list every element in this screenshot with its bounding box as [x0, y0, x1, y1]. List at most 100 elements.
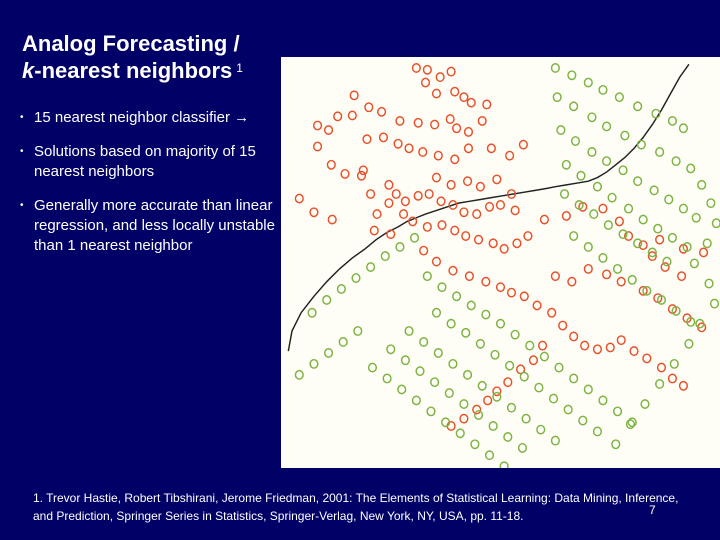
green-point [353, 326, 363, 336]
red-point [418, 147, 428, 157]
red-point [422, 221, 432, 232]
green-point [603, 220, 613, 230]
red-point [369, 225, 379, 236]
red-point [459, 413, 469, 424]
red-point [482, 99, 492, 110]
red-point [356, 170, 367, 181]
green-point [519, 371, 529, 382]
green-point [470, 439, 480, 450]
green-point [649, 185, 659, 196]
green-point [473, 410, 484, 420]
red-point [580, 340, 590, 351]
red-point [420, 77, 431, 88]
red-point [655, 234, 665, 245]
green-point [307, 307, 317, 318]
green-point [589, 209, 599, 220]
red-point [395, 116, 405, 126]
red-point [475, 181, 485, 192]
green-point [656, 295, 667, 305]
red-point [523, 231, 533, 241]
red-point [364, 102, 374, 113]
red-point [660, 262, 670, 272]
red-point [602, 269, 612, 280]
green-point [294, 369, 304, 380]
green-point [459, 399, 469, 409]
green-point [706, 198, 716, 209]
green-point [623, 203, 634, 214]
red-point [413, 190, 423, 201]
green-point [495, 318, 506, 329]
red-point [492, 174, 502, 185]
green-point [678, 203, 688, 214]
green-point [336, 284, 346, 294]
red-point [505, 150, 515, 161]
red-point [413, 117, 423, 128]
red-point [506, 189, 517, 199]
red-point [638, 285, 648, 296]
green-point [678, 123, 688, 134]
green-point [569, 101, 579, 112]
red-point [481, 276, 491, 287]
green-point [655, 379, 665, 389]
red-point [459, 92, 469, 103]
red-point [463, 126, 474, 137]
green-point [704, 278, 714, 289]
green-class-points [294, 63, 720, 468]
red-point [472, 209, 482, 220]
green-point [534, 382, 544, 393]
green-point [567, 70, 577, 81]
green-point [409, 232, 420, 243]
green-point [627, 417, 637, 428]
red-point [384, 179, 394, 190]
green-point [492, 391, 502, 402]
green-point [309, 358, 319, 369]
red-point [448, 265, 458, 276]
green-point [598, 84, 608, 95]
green-point [607, 192, 617, 203]
red-point [422, 64, 432, 75]
bullet-dot: • [20, 200, 24, 211]
bullet-list: • 15 nearest neighbor classifier → • Sol… [20, 108, 280, 270]
green-point [552, 92, 562, 103]
green-point [517, 442, 528, 453]
red-point [463, 143, 474, 154]
bullet-text: Generally more accurate than linear regr… [34, 197, 275, 254]
plot-canvas [287, 63, 720, 468]
green-point [664, 194, 674, 205]
green-point [554, 362, 564, 373]
red-point [333, 111, 343, 122]
red-point [472, 404, 482, 415]
green-point [636, 139, 646, 150]
red-point [398, 209, 409, 220]
red-point [605, 342, 615, 353]
green-point [536, 424, 546, 435]
green-point [686, 163, 696, 174]
title-footnote-marker: 1 [236, 61, 243, 75]
red-point [450, 154, 460, 165]
red-point [532, 300, 542, 311]
green-point [561, 159, 571, 170]
red-point [452, 123, 462, 134]
green-point [499, 461, 509, 468]
green-point [466, 300, 476, 311]
green-point [569, 231, 579, 241]
green-point [592, 426, 603, 437]
green-point [578, 415, 588, 426]
green-point [503, 432, 513, 442]
red-point [492, 386, 502, 397]
green-point [569, 373, 579, 384]
green-point [550, 435, 560, 446]
green-point [505, 360, 515, 371]
green-point [481, 309, 491, 320]
green-point [323, 347, 334, 358]
red-point [431, 256, 442, 267]
red-point [436, 196, 446, 207]
green-point [612, 263, 623, 274]
green-point [419, 337, 429, 347]
green-point [556, 125, 566, 135]
green-point [455, 428, 465, 439]
green-point [441, 417, 451, 428]
green-point [592, 181, 603, 192]
green-point [426, 406, 436, 417]
red-class-points [294, 63, 709, 431]
